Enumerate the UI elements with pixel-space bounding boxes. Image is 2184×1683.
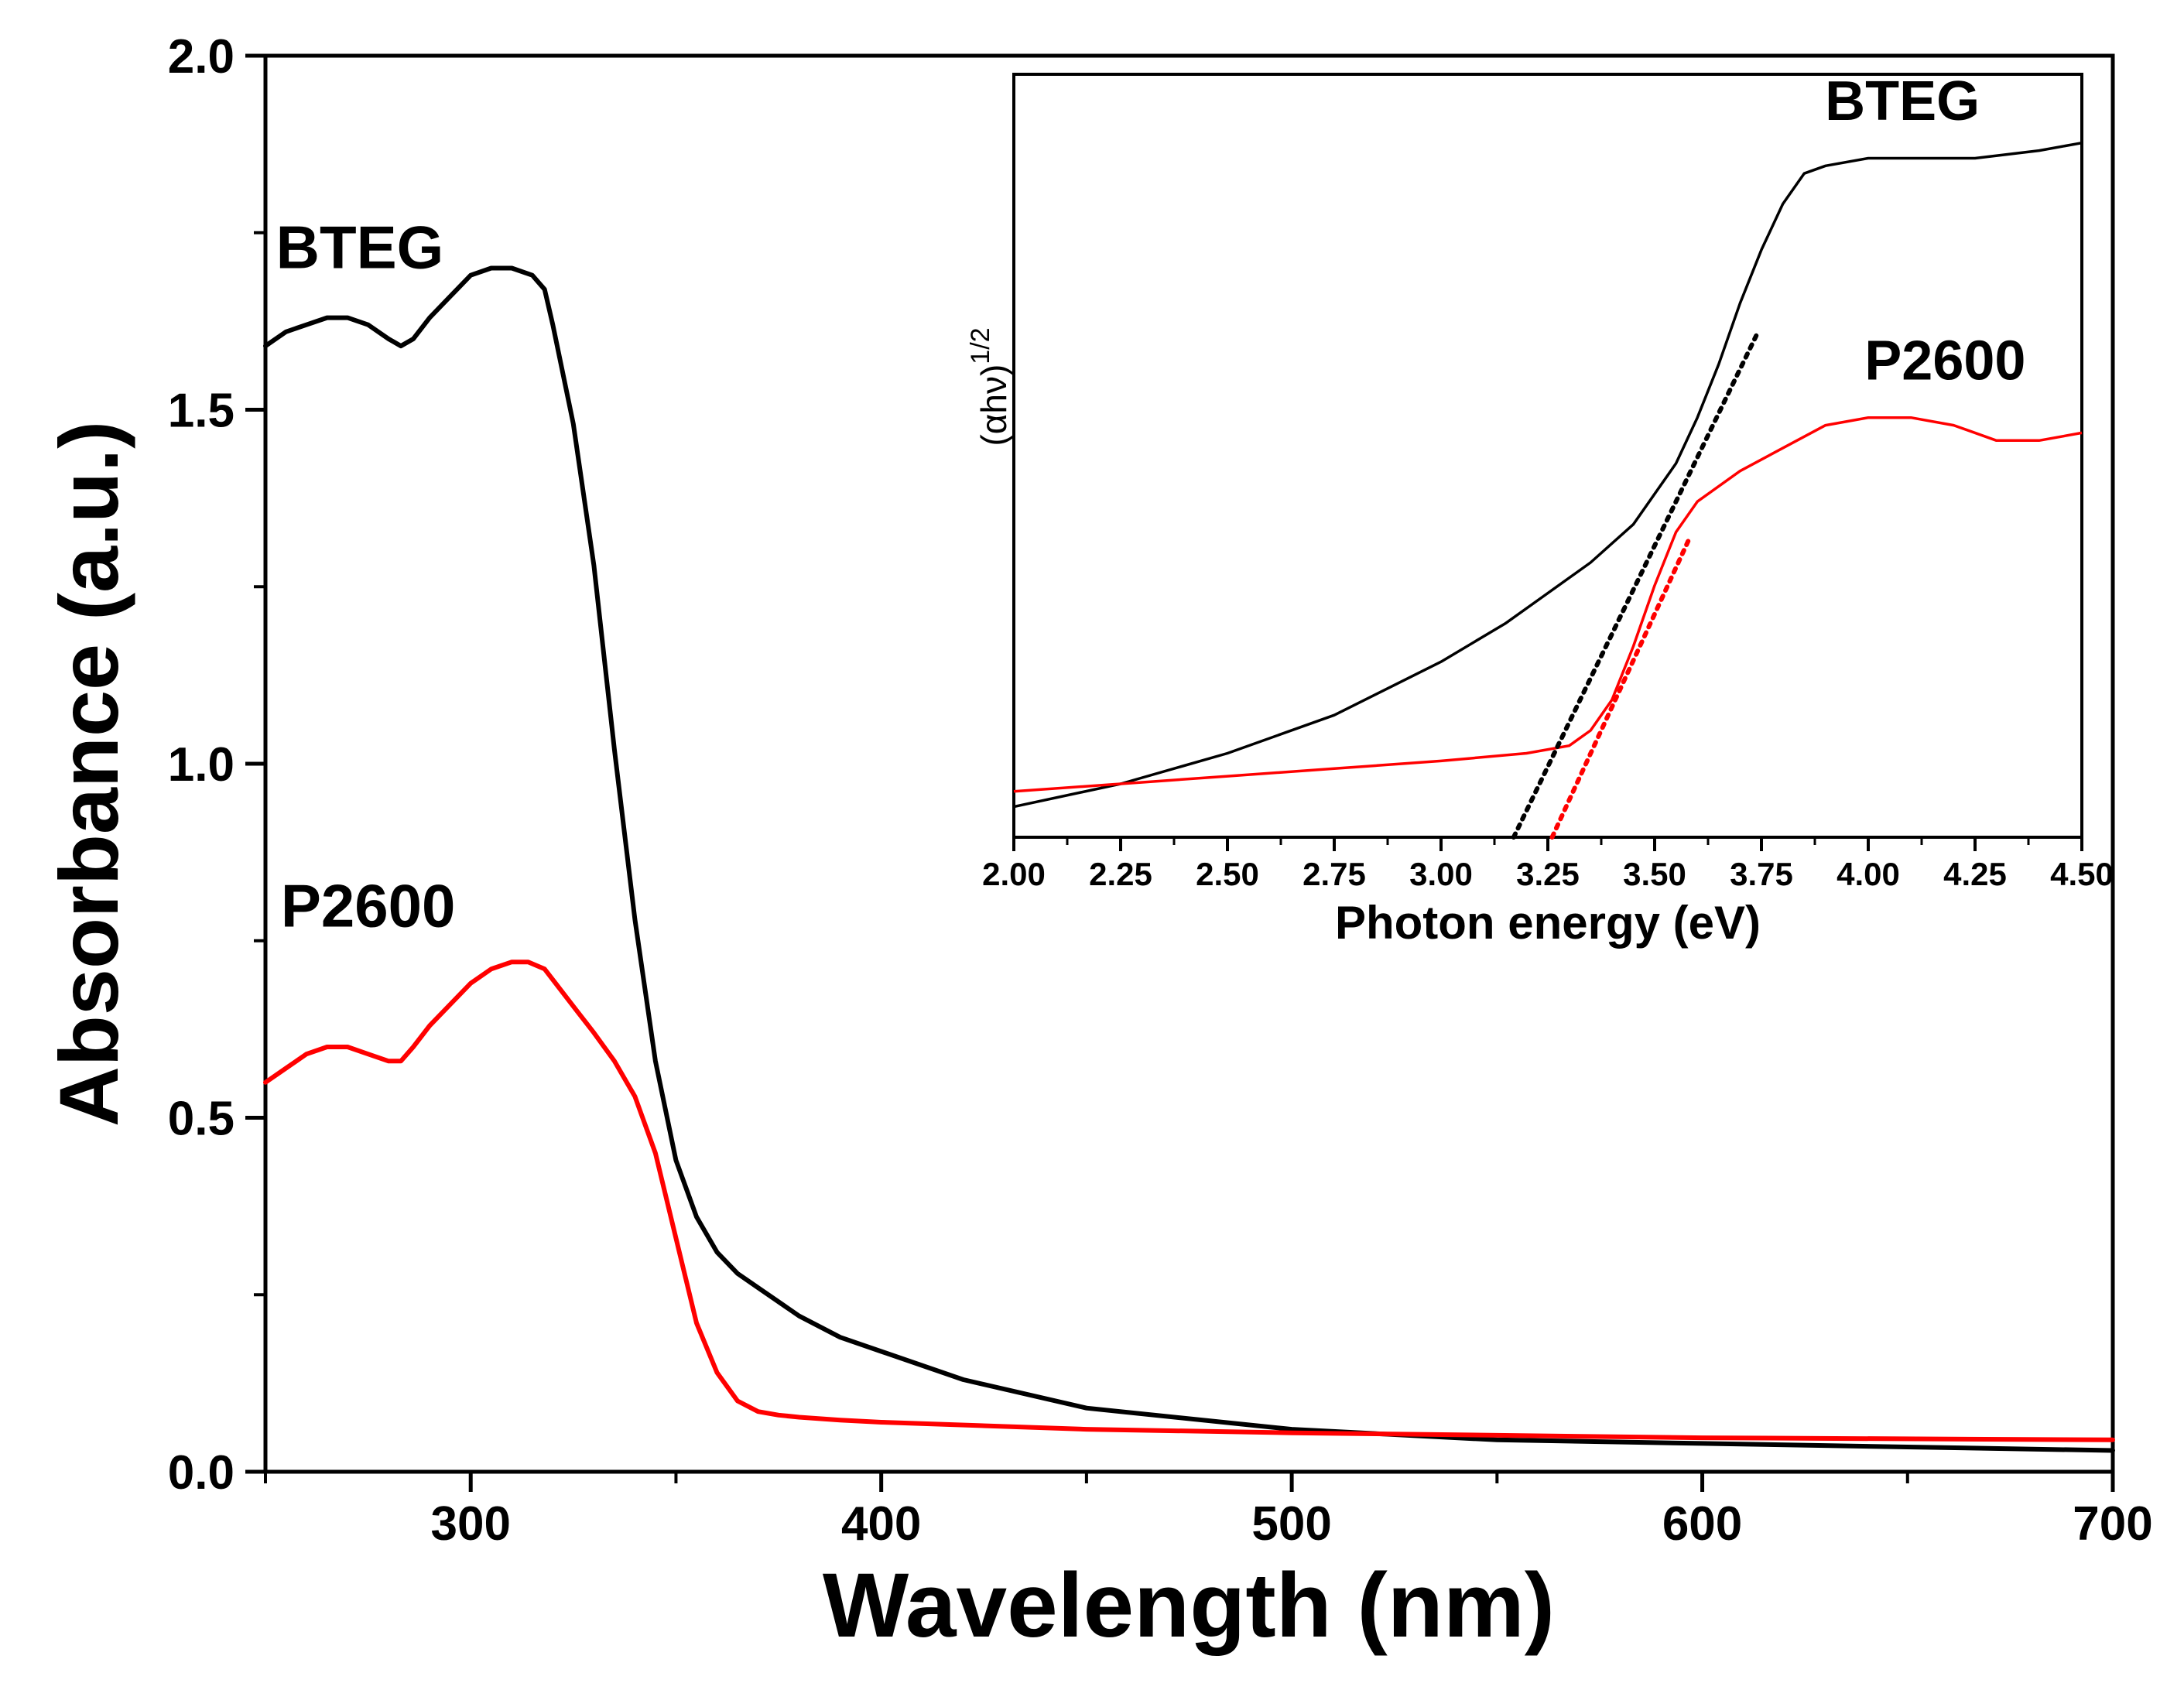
inset-series-labels: BTEG P2600: [1825, 70, 2025, 392]
main-x-tick-label: 500: [1251, 1497, 1331, 1551]
main-axis-ticks: [245, 53, 2115, 1492]
inset-series-label-p2600: P2600: [1864, 330, 2025, 392]
inset-plot-frame: [1012, 73, 2083, 839]
main-chart: 300 400 500 600 700 0.0 0.5 1.0 1.5 2.0 Wavelengt…: [42, 30, 2153, 1657]
main-series-label-p2600: P2600: [281, 871, 456, 939]
main-y-tick-label: 2.0: [168, 30, 234, 84]
main-series-labels: BTEG P2600: [276, 214, 456, 940]
inset-x-tick-label: 2.75: [1303, 856, 1366, 892]
inset-series-group: [1013, 141, 2083, 840]
main-series-group: [263, 265, 2115, 1453]
main-x-axis-title: Wavelength (nm): [823, 1555, 1555, 1657]
inset-x-tick-label: 2.00: [982, 856, 1046, 892]
main-y-tick-label: 0.0: [168, 1446, 234, 1500]
inset-x-tick-label: 4.25: [1943, 856, 2007, 892]
main-x-tick-label: 600: [1662, 1497, 1742, 1551]
inset-y-axis-title-group: (αhν)1/2: [966, 327, 1014, 446]
inset-chart: 2.00 2.25 2.50 2.75 3.00 3.25 3.50 3.75 4.00 4.25…: [966, 70, 2114, 949]
inset-y-axis-title: (αhν)1/2: [966, 327, 1014, 446]
main-series-line-p2600: [263, 960, 2115, 1442]
inset-tangent-line-bteg: [1511, 331, 1760, 840]
main-y-axis-title: Absorbance (a.u.): [42, 421, 135, 1127]
inset-x-tick-label: 3.25: [1516, 856, 1580, 892]
main-series-line-bteg: [263, 265, 2115, 1453]
inset-x-tick-label: 4.00: [1837, 856, 1900, 892]
inset-tangent-line-p2600: [1549, 537, 1692, 840]
main-y-tick-label: 0.5: [168, 1093, 234, 1146]
inset-x-tick-label: 2.25: [1089, 856, 1152, 892]
main-y-tick-label: 1.0: [168, 738, 234, 792]
inset-series-label-bteg: BTEG: [1825, 70, 1980, 132]
main-tick-labels: 300 400 500 600 700 0.0 0.5 1.0 1.5 2.0: [168, 30, 2153, 1551]
inset-series-line-p2600: [1013, 416, 2083, 793]
inset-x-tick-label: 3.75: [1730, 856, 1793, 892]
inset-axis-ticks: [1012, 837, 2083, 851]
main-y-tick-label: 1.5: [168, 385, 234, 438]
main-x-tick-label: 700: [2073, 1497, 2152, 1551]
inset-y-axis-title-superscript: 1/2: [966, 327, 995, 364]
inset-x-tick-label: 4.50: [2050, 856, 2114, 892]
inset-x-tick-label: 3.50: [1623, 856, 1686, 892]
inset-y-axis-title-base: (αhν): [974, 364, 1014, 446]
inset-tick-labels: 2.00 2.25 2.50 2.75 3.00 3.25 3.50 3.75 4.00 4.25…: [982, 856, 2114, 892]
inset-series-line-bteg: [1013, 141, 2083, 809]
main-x-tick-label: 400: [841, 1497, 921, 1551]
inset-x-tick-label: 3.00: [1409, 856, 1473, 892]
inset-x-axis-title: Photon energy (eV): [1335, 897, 1761, 949]
main-x-tick-label: 300: [430, 1497, 510, 1551]
main-series-label-bteg: BTEG: [276, 214, 444, 282]
inset-x-tick-label: 2.50: [1196, 856, 1259, 892]
